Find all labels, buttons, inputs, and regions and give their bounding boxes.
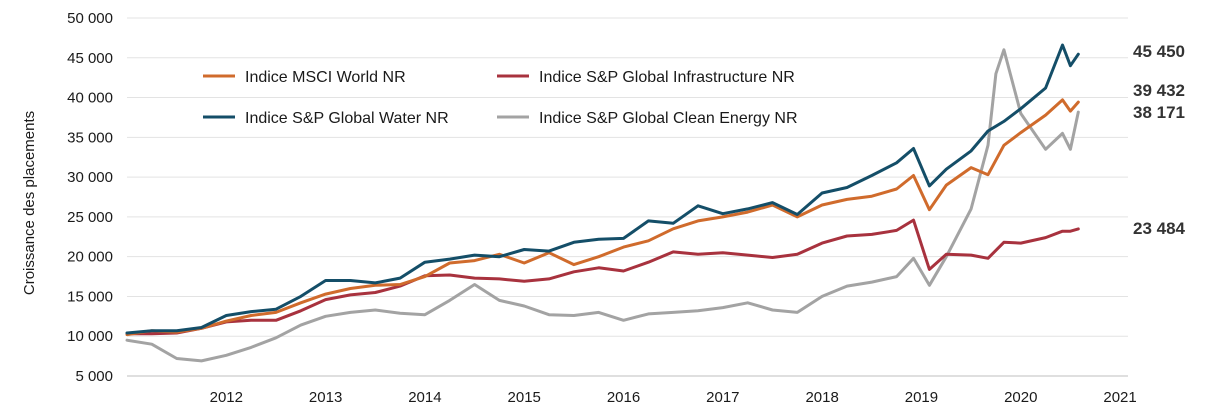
end-value-label: 45 450 [1133,42,1185,61]
y-tick-label: 25 000 [67,209,113,226]
series-line [125,48,1080,363]
x-tick-label: 2021 [1103,389,1136,406]
series-line [125,98,1080,337]
legend-label: Indice MSCI World NR [245,69,406,86]
y-tick-label: 10 000 [67,328,113,345]
y-tick-label: 15 000 [67,288,113,305]
y-tick-label: 50 000 [67,10,113,27]
y-axis-label: Croissance des placements [21,111,38,295]
series-lines [125,43,1080,363]
x-tick-label: 2019 [905,389,938,406]
end-value-label: 23 484 [1133,219,1186,238]
y-tick-label: 45 000 [67,50,113,67]
x-tick-label: 2017 [706,389,739,406]
x-tick-label: 2020 [1004,389,1037,406]
x-tick-label: 2012 [210,389,243,406]
y-tick-label: 30 000 [67,169,113,186]
legend-label: Indice S&P Global Water NR [245,110,449,127]
x-tick-label: 2015 [508,389,541,406]
legend: Indice MSCI World NR Indice S&P Global In… [203,69,798,127]
x-tick-label: 2018 [805,389,838,406]
end-value-label: 38 171 [1133,103,1185,122]
x-tick-label: 2014 [408,389,441,406]
y-tick-label: 40 000 [67,90,113,107]
series-line [125,43,1080,335]
x-axis-ticks: 2012 2013 2014 2015 2016 2017 2018 2019 2020 2021 [210,389,1137,406]
legend-label: Indice S&P Global Infrastructure NR [539,69,795,86]
grid-lines [127,17,1128,377]
y-tick-label: 5 000 [75,368,113,385]
end-value-label: 39 432 [1133,81,1185,100]
legend-label: Indice S&P Global Clean Energy NR [539,110,798,127]
end-labels: 39 432 23 484 45 450 38 171 [1133,42,1186,238]
series-line [125,218,1080,336]
x-tick-label: 2016 [607,389,640,406]
y-tick-label: 35 000 [67,129,113,146]
x-tick-label: 2013 [309,389,342,406]
y-tick-label: 20 000 [67,249,113,266]
y-axis-ticks: 5 000 10 000 15 000 20 000 25 000 30 000 35 00… [67,10,113,385]
